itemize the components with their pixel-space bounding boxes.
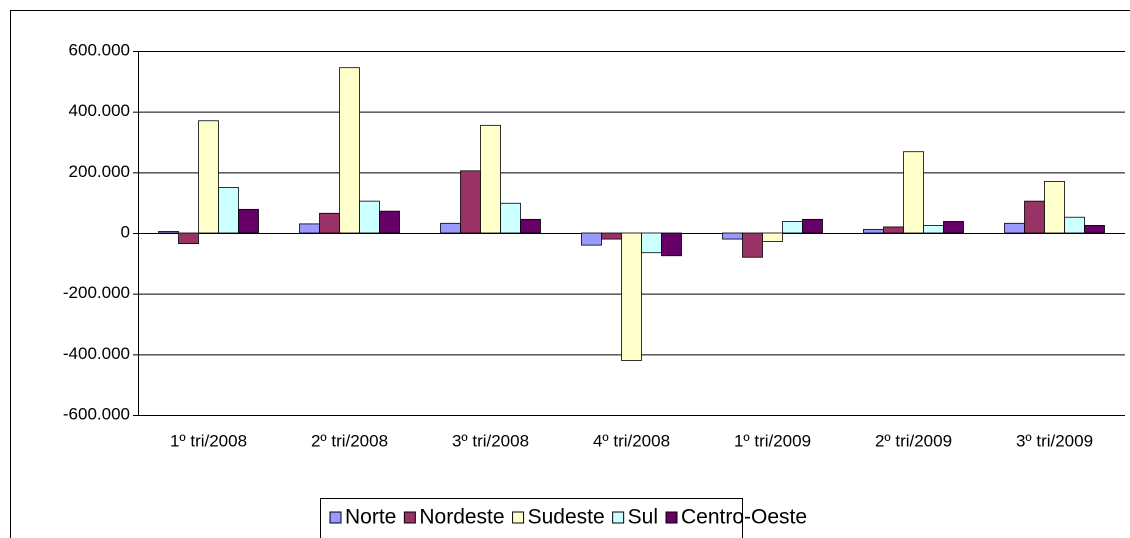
legend-label: Nordeste bbox=[419, 506, 504, 529]
bar bbox=[661, 232, 682, 257]
chart-border bbox=[10, 10, 1130, 538]
bar bbox=[762, 232, 783, 242]
bar bbox=[218, 187, 239, 234]
bar bbox=[903, 151, 924, 234]
legend-label: Sul bbox=[628, 506, 658, 529]
bar bbox=[158, 231, 179, 234]
bar bbox=[460, 170, 481, 234]
x-tick-label: 1º tri/2009 bbox=[734, 431, 811, 450]
bar bbox=[943, 221, 964, 234]
y-tick-label: 0 bbox=[121, 222, 130, 241]
y-tick-label: -400.000 bbox=[63, 344, 130, 363]
bar bbox=[1024, 200, 1045, 234]
bar bbox=[1044, 181, 1065, 234]
bar bbox=[299, 223, 320, 234]
x-tick-label: 3º tri/2009 bbox=[1016, 431, 1093, 450]
bar bbox=[359, 200, 380, 234]
bar bbox=[802, 218, 823, 234]
bar bbox=[520, 218, 541, 234]
y-tick-label: 400.000 bbox=[69, 101, 130, 120]
bar bbox=[621, 232, 642, 361]
bar bbox=[440, 222, 461, 234]
x-tick-label: 2º tri/2008 bbox=[311, 431, 388, 450]
y-tick-label: 200.000 bbox=[69, 162, 130, 181]
bar bbox=[500, 202, 521, 234]
bar bbox=[742, 232, 763, 258]
x-tick-label: 1º tri/2008 bbox=[170, 431, 247, 450]
bar bbox=[178, 232, 199, 245]
legend-label: Centro-Oeste bbox=[681, 506, 807, 529]
bar bbox=[1004, 222, 1025, 234]
bar bbox=[601, 232, 622, 240]
bar bbox=[379, 210, 400, 234]
bar bbox=[238, 208, 259, 234]
bar bbox=[198, 120, 219, 234]
legend-label: Sudeste bbox=[528, 506, 605, 529]
bar bbox=[722, 232, 743, 240]
bar bbox=[480, 124, 501, 234]
bar bbox=[641, 232, 662, 254]
y-tick-label: -200.000 bbox=[63, 283, 130, 302]
legend-swatch bbox=[512, 511, 525, 524]
bar bbox=[782, 221, 803, 234]
y-tick-label: -600.000 bbox=[63, 404, 130, 423]
bar bbox=[1064, 216, 1085, 234]
x-tick-label: 4º tri/2008 bbox=[593, 431, 670, 450]
bar bbox=[863, 228, 884, 234]
bar bbox=[581, 232, 602, 246]
bar bbox=[923, 225, 944, 234]
legend-swatch bbox=[612, 511, 625, 524]
legend-swatch bbox=[329, 511, 342, 524]
x-tick-label: 2º tri/2009 bbox=[875, 431, 952, 450]
bar bbox=[339, 67, 360, 234]
legend-swatch bbox=[403, 511, 416, 524]
legend-label: Norte bbox=[345, 506, 396, 529]
bar bbox=[319, 212, 340, 234]
bar bbox=[1084, 225, 1105, 234]
bar bbox=[883, 226, 904, 234]
x-tick-label: 3º tri/2008 bbox=[452, 431, 529, 450]
y-tick-label: 600.000 bbox=[69, 40, 130, 59]
legend-swatch bbox=[665, 511, 678, 524]
